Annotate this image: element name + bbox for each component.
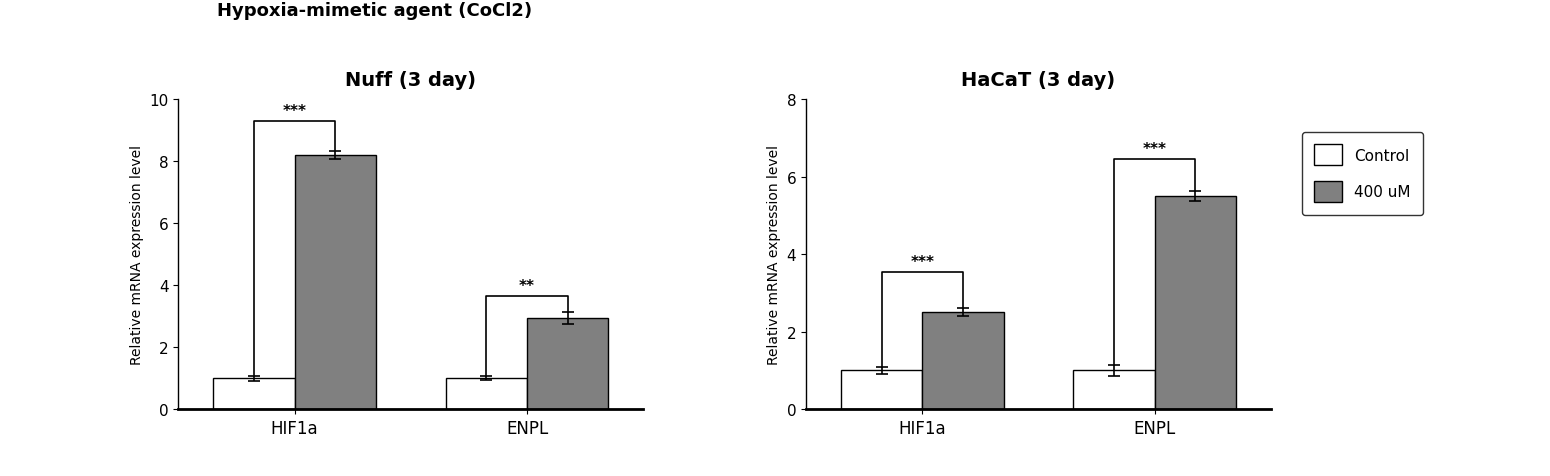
Text: **: ** — [519, 278, 535, 293]
Text: ***: *** — [910, 254, 935, 269]
Bar — [527, 318, 608, 409]
Bar — [1155, 197, 1237, 409]
Bar — [922, 313, 1004, 409]
Text: Hypoxia-mimetic agent (CoCl2): Hypoxia-mimetic agent (CoCl2) — [217, 2, 532, 20]
Bar — [446, 378, 527, 409]
Text: ***: *** — [282, 104, 307, 119]
Title: HaCaT (3 day): HaCaT (3 day) — [961, 71, 1116, 90]
Bar — [1073, 371, 1155, 409]
Y-axis label: Relative mRNA expression level: Relative mRNA expression level — [767, 145, 781, 365]
Bar — [294, 156, 375, 409]
Title: Nuff (3 day): Nuff (3 day) — [346, 71, 476, 90]
Y-axis label: Relative mRNA expression level: Relative mRNA expression level — [130, 145, 144, 365]
Legend: Control, 400 uM: Control, 400 uM — [1302, 132, 1423, 215]
Bar — [840, 371, 922, 409]
Bar — [214, 378, 294, 409]
Text: ***: *** — [1142, 142, 1167, 157]
